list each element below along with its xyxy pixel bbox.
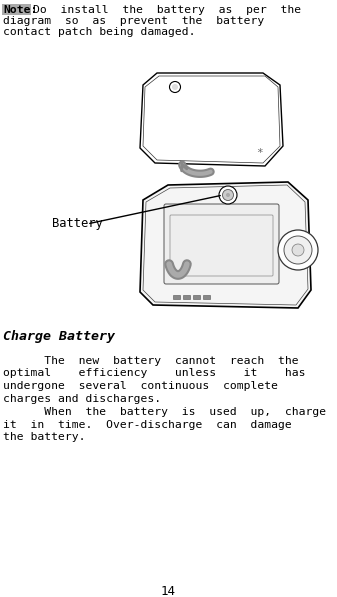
Text: 14: 14 xyxy=(160,585,176,597)
Text: charges and discharges.: charges and discharges. xyxy=(3,393,161,404)
Bar xyxy=(173,295,180,299)
Text: When  the  battery  is  used  up,  charge: When the battery is used up, charge xyxy=(3,407,326,417)
Circle shape xyxy=(222,189,234,201)
Circle shape xyxy=(170,82,181,93)
Circle shape xyxy=(278,230,318,270)
Text: undergone  several  continuous  complete: undergone several continuous complete xyxy=(3,381,278,391)
Text: contact patch being damaged.: contact patch being damaged. xyxy=(3,27,195,37)
Text: The  new  battery  cannot  reach  the: The new battery cannot reach the xyxy=(3,356,299,366)
Bar xyxy=(183,295,190,299)
Text: Do  install  the  battery  as  per  the: Do install the battery as per the xyxy=(33,5,301,15)
FancyBboxPatch shape xyxy=(164,204,279,284)
Bar xyxy=(203,295,210,299)
Polygon shape xyxy=(140,73,283,166)
Text: diagram  so  as  prevent  the  battery: diagram so as prevent the battery xyxy=(3,16,264,26)
Circle shape xyxy=(284,236,312,264)
Text: Battery: Battery xyxy=(52,217,103,230)
Text: Note:: Note: xyxy=(3,5,37,15)
Polygon shape xyxy=(140,182,311,308)
Circle shape xyxy=(226,193,230,197)
Circle shape xyxy=(219,186,237,204)
Circle shape xyxy=(172,84,178,90)
Text: it  in  time.  Over-discharge  can  damage: it in time. Over-discharge can damage xyxy=(3,420,292,429)
Bar xyxy=(193,295,200,299)
Text: optimal    efficiency    unless    it    has: optimal efficiency unless it has xyxy=(3,368,306,378)
Text: the battery.: the battery. xyxy=(3,432,86,442)
Text: Charge Battery: Charge Battery xyxy=(3,330,115,343)
Circle shape xyxy=(292,244,304,256)
FancyBboxPatch shape xyxy=(2,4,31,15)
Text: *: * xyxy=(256,148,264,158)
